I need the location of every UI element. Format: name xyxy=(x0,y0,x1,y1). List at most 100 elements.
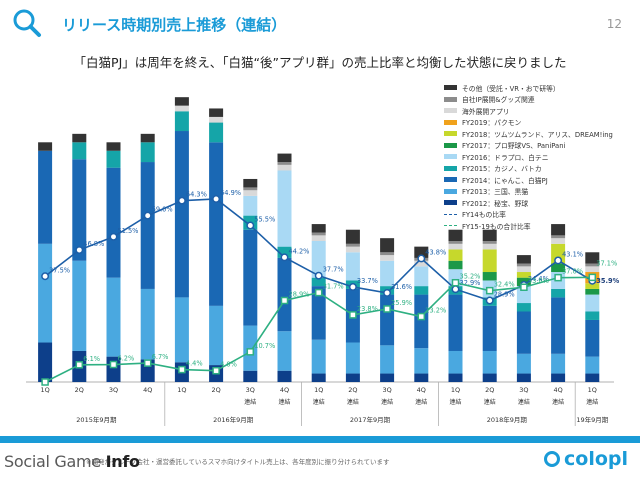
slide-subtitle: 「白猫PJ」は周年を終え、「白猫“後”アプリ群」の売上比率と均衡した状態に戻りま… xyxy=(73,55,567,70)
fy14-ratio-point xyxy=(451,285,460,294)
bar-segment xyxy=(482,243,497,250)
x-tick-label: 3Q xyxy=(109,386,118,394)
ratio-data-label: 28.9% xyxy=(289,291,310,299)
bar-segment xyxy=(345,229,360,244)
legend-item: 海外展開アプリ xyxy=(444,105,634,117)
ratio-data-label: 51.5% xyxy=(118,227,139,235)
x-tick-sublabel: 連結 xyxy=(484,398,496,406)
x-tick-label: 4Q xyxy=(280,386,289,394)
bar-segment xyxy=(277,246,292,258)
bar-segment xyxy=(277,257,292,332)
legend-line-swatch xyxy=(444,213,457,215)
bottom-accent-bar xyxy=(0,436,640,443)
bar-segment xyxy=(380,252,395,256)
bar-segment xyxy=(72,260,87,351)
bar-segment xyxy=(209,142,224,306)
x-tick-label: 2Q xyxy=(75,386,84,394)
x-tick-label: 1Q xyxy=(588,386,597,394)
bar-segment xyxy=(448,373,463,382)
fiscal-year-label: 2016年9月期 xyxy=(213,415,254,424)
ratio-data-label: 46.8% xyxy=(83,240,104,248)
fy14-ratio-point xyxy=(280,253,289,262)
bar-segment xyxy=(209,108,224,117)
bar-segment xyxy=(380,260,395,287)
bar-segment xyxy=(551,243,566,264)
fy14-ratio-point xyxy=(485,296,494,305)
colopl-wordmark: colopl xyxy=(564,448,628,470)
bar-segment xyxy=(38,142,53,151)
bar-segment xyxy=(414,348,429,374)
ratio-data-label: 6.1% xyxy=(83,355,100,363)
bar-segment xyxy=(174,131,189,298)
bar-segment xyxy=(551,373,566,382)
ratio-data-label: 34.4% xyxy=(528,275,549,283)
ratio-data-label: 55.5% xyxy=(254,215,275,223)
bar-segment xyxy=(585,294,600,312)
ratio-data-label: 31.6% xyxy=(391,283,412,291)
bar-segment xyxy=(414,294,429,349)
fiscal-year-label: 2017年9月期 xyxy=(350,415,391,424)
bar-segment xyxy=(414,266,429,287)
bar-segment xyxy=(516,263,531,267)
legend-item: FY14もの比率 xyxy=(444,209,634,221)
bar-segment xyxy=(140,288,155,360)
fy15-19-ratio-point xyxy=(554,273,562,282)
x-tick-sublabel: 連結 xyxy=(244,398,256,406)
ratio-data-label: 35.9% xyxy=(596,277,619,285)
legend-swatch xyxy=(444,108,457,114)
bar-segment xyxy=(585,373,600,382)
colopl-mark-icon xyxy=(544,451,560,467)
legend-label: FY2019：パクモン xyxy=(462,119,522,128)
stacked-bar-chart: 37.5% 46.8% 51.5% 59.0% 64.3% 64.9% 55.5% 44.2%… xyxy=(26,97,620,426)
ratio-data-label: 33.7% xyxy=(357,277,378,285)
bar-segment xyxy=(551,235,566,239)
ratio-data-label: 37.7% xyxy=(323,266,344,274)
bar-segment xyxy=(174,105,189,112)
ratio-data-label: 10.7% xyxy=(254,342,275,350)
fy14-ratio-point xyxy=(554,256,563,265)
bar-segment xyxy=(414,373,429,382)
bar-segment xyxy=(380,238,395,253)
fy14-ratio-point xyxy=(314,271,323,280)
bar-segment xyxy=(243,229,258,326)
legend-swatch xyxy=(444,177,457,183)
bar-segment xyxy=(72,142,87,160)
fy15-19-ratio-point xyxy=(280,296,289,305)
legend-swatch xyxy=(444,154,457,160)
bar-segment xyxy=(585,252,600,264)
fy14-ratio-point xyxy=(212,195,221,203)
bar-segment xyxy=(38,150,53,244)
fy14-ratio-point xyxy=(383,288,392,297)
x-tick-sublabel: 連結 xyxy=(518,398,530,406)
legend-label: 海外展開アプリ xyxy=(462,107,510,116)
ratio-data-label: 35.2% xyxy=(460,273,481,281)
bar-segment xyxy=(585,319,600,357)
x-tick-sublabel: 連結 xyxy=(278,398,290,406)
ratio-data-label: 64.3% xyxy=(186,191,207,199)
fy15-19-ratio-point xyxy=(109,360,118,369)
legend-item: FY2013：三国、黒猫 xyxy=(444,186,634,198)
fy15-19-ratio-point xyxy=(485,286,494,295)
x-tick-label: 2Q xyxy=(485,386,494,394)
legend-swatch xyxy=(444,131,457,137)
x-tick-label: 4Q xyxy=(553,386,562,394)
fiscal-year-label: 2018年9月期 xyxy=(487,415,528,424)
bar-segment xyxy=(482,241,497,244)
bar-segment xyxy=(516,272,531,278)
fy14-ratio-point xyxy=(246,221,255,230)
ratio-data-label: 37.1% xyxy=(596,259,617,267)
ratio-data-label: 4.4% xyxy=(186,360,203,368)
x-tick-label: 4Q xyxy=(417,386,426,394)
bar-segment xyxy=(174,111,189,132)
socialgameinfo-logo: Social Game Info xyxy=(4,452,140,471)
ratio-data-label: 23.8% xyxy=(357,305,378,313)
brand-left-light: Social Game xyxy=(4,452,106,471)
bar-segment xyxy=(345,252,360,281)
legend-swatch xyxy=(444,142,457,148)
x-tick-sublabel: 連結 xyxy=(449,398,461,406)
bar-segment xyxy=(448,241,463,244)
ratio-data-label: 23.2% xyxy=(425,307,446,315)
bar-segment xyxy=(209,116,224,123)
ratio-data-label: 32.4% xyxy=(494,281,515,289)
bar-segment xyxy=(277,370,292,382)
